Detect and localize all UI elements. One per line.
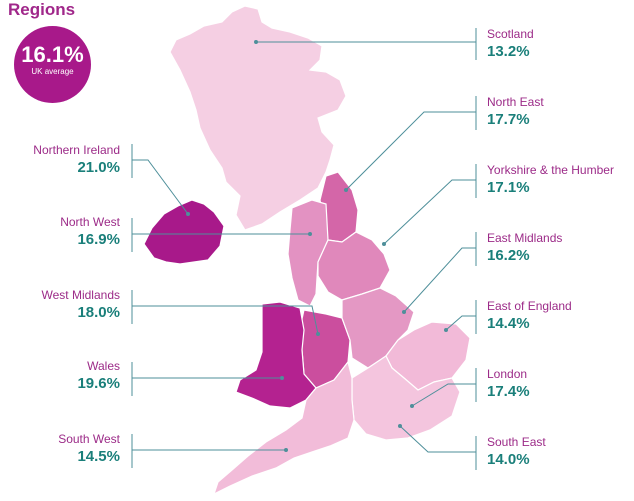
label-north-west: North West 16.9% xyxy=(60,214,120,250)
label-wales: Wales 19.6% xyxy=(77,358,120,394)
leader-northern-ireland xyxy=(132,159,189,215)
region-south-east[interactable] xyxy=(351,355,461,441)
region-name: London xyxy=(487,367,528,381)
region-name: Wales xyxy=(87,359,120,373)
dot-east-midlands xyxy=(402,310,406,314)
label-south-west: South West 14.5% xyxy=(58,431,120,467)
region-name: Scotland xyxy=(487,27,534,41)
uk-average-value: 16.1% xyxy=(21,42,84,67)
leader-yorkshire xyxy=(383,179,476,245)
label-northern-ireland: Northern Ireland 21.0% xyxy=(33,142,120,178)
leader-london xyxy=(411,383,476,407)
label-east-midlands: East Midlands 16.2% xyxy=(487,230,562,266)
region-scotland[interactable] xyxy=(169,5,347,231)
region-value: 14.4% xyxy=(487,315,530,332)
dot-west-midlands xyxy=(316,332,320,336)
region-value: 13.2% xyxy=(487,43,530,60)
region-name: West Midlands xyxy=(41,288,120,302)
region-value: 14.5% xyxy=(77,448,120,465)
region-value: 17.7% xyxy=(487,111,530,128)
region-value: 17.4% xyxy=(487,383,530,400)
region-value: 21.0% xyxy=(77,159,120,176)
region-name: South East xyxy=(487,435,546,449)
label-east-of-england: East of England 14.4% xyxy=(487,298,572,334)
page-title: Regions xyxy=(8,0,76,19)
leader-north-east xyxy=(345,111,476,191)
region-name: Yorkshire & the Humber xyxy=(487,163,614,177)
region-name: East of England xyxy=(487,299,572,313)
dot-north-east xyxy=(344,188,348,192)
leader-lines xyxy=(131,28,477,470)
region-name: North East xyxy=(487,95,544,109)
dot-london xyxy=(410,404,414,408)
label-london: London 17.4% xyxy=(487,366,530,402)
region-value: 18.0% xyxy=(77,304,120,321)
region-name: Northern Ireland xyxy=(33,143,120,157)
dot-north-west xyxy=(308,232,312,236)
leader-dots xyxy=(186,40,448,452)
region-name: North West xyxy=(60,215,120,229)
region-name: South West xyxy=(58,432,120,446)
leader-west-midlands xyxy=(132,305,319,335)
uk-average-badge: 16.1% UK average xyxy=(14,26,91,103)
region-value: 19.6% xyxy=(77,375,120,392)
leader-east-midlands xyxy=(403,247,476,313)
dot-east-of-england xyxy=(444,328,448,332)
label-south-east: South East 14.0% xyxy=(487,434,546,470)
uk-average-label: UK average xyxy=(31,67,74,76)
label-north-east: North East 17.7% xyxy=(487,94,544,130)
dot-wales xyxy=(280,376,284,380)
label-west-midlands: West Midlands 18.0% xyxy=(42,287,120,323)
region-northern-ireland[interactable] xyxy=(143,199,225,265)
leader-east-of-england xyxy=(445,315,476,331)
dot-northern-ireland xyxy=(186,212,190,216)
region-value: 14.0% xyxy=(487,451,530,468)
region-name: East Midlands xyxy=(487,231,563,245)
dot-scotland xyxy=(254,40,258,44)
region-wales[interactable] xyxy=(235,301,317,409)
region-south-west[interactable] xyxy=(212,360,355,496)
region-value: 17.1% xyxy=(487,179,530,196)
dot-yorkshire xyxy=(382,242,386,246)
leader-south-east xyxy=(399,425,476,453)
dot-south-east xyxy=(398,424,402,428)
region-value: 16.9% xyxy=(77,231,120,248)
label-yorkshire: Yorkshire & the Humber 17.1% xyxy=(487,162,614,198)
dot-south-west xyxy=(284,448,288,452)
label-scotland: Scotland 13.2% xyxy=(487,26,534,62)
region-north-west[interactable] xyxy=(287,199,329,307)
region-value: 16.2% xyxy=(487,247,530,264)
